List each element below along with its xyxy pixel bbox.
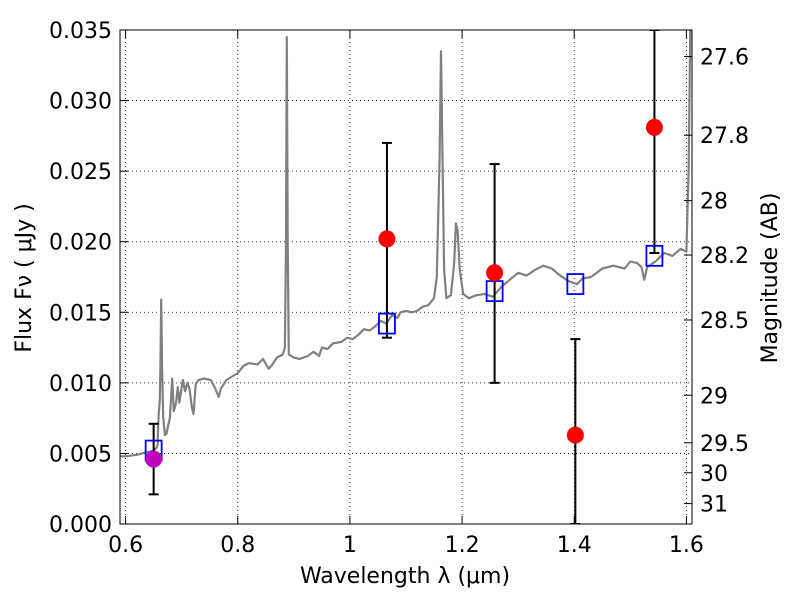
x-tick-label: 0.6 bbox=[108, 533, 143, 558]
y-tick-label: 0.035 bbox=[49, 19, 112, 44]
y-tick-label: 0.005 bbox=[49, 442, 112, 467]
right-tick-label: 28.2 bbox=[700, 244, 749, 269]
right-tick-label: 29.5 bbox=[700, 432, 749, 457]
y-tick-label: 0.000 bbox=[49, 513, 112, 538]
y-tick-label: 0.015 bbox=[49, 301, 112, 326]
right-tick-label: 28.5 bbox=[700, 309, 749, 334]
photometry-point bbox=[645, 118, 663, 136]
grid-lines bbox=[120, 29, 692, 525]
data-markers bbox=[144, 118, 664, 468]
photometry-point bbox=[145, 450, 163, 468]
photometry-point bbox=[378, 230, 396, 248]
y-axis-label: Flux Fν ( μJy ) bbox=[12, 203, 37, 352]
x-tick-label: 1.2 bbox=[445, 533, 480, 558]
y-tick-labels: 0.000 0.005 0.010 0.015 0.020 0.025 0.030 0.035 bbox=[49, 19, 112, 538]
spectrum-line bbox=[120, 30, 692, 458]
right-tick-label: 31 bbox=[700, 493, 728, 518]
plot-frame bbox=[119, 29, 693, 525]
model-square-marker bbox=[378, 312, 396, 335]
x-tick-label: 1 bbox=[343, 533, 357, 558]
right-tick-labels: 27.6 27.8 28 28.2 28.5 29 29.5 30 31 bbox=[700, 46, 749, 518]
right-tick-label: 28 bbox=[700, 190, 728, 215]
y-tick-label: 0.025 bbox=[49, 160, 112, 185]
x-tick-label: 0.8 bbox=[220, 533, 255, 558]
axis-ticks bbox=[120, 29, 692, 525]
y-tick-label: 0.030 bbox=[49, 90, 112, 115]
right-tick-label: 27.6 bbox=[700, 46, 749, 71]
x-tick-labels: 0.6 0.8 1 1.2 1.4 1.6 bbox=[108, 533, 704, 558]
y-tick-label: 0.020 bbox=[49, 231, 112, 256]
model-square-marker bbox=[645, 244, 664, 267]
right-axis-label: Magnitude (AB) bbox=[758, 193, 783, 364]
right-tick-label: 30 bbox=[700, 462, 728, 487]
x-axis-label: Wavelength λ (μm) bbox=[300, 564, 510, 589]
x-tick-label: 1.4 bbox=[557, 533, 592, 558]
spectrum-series bbox=[120, 30, 692, 458]
y-tick-label: 0.010 bbox=[49, 372, 112, 397]
right-tick-label: 27.8 bbox=[700, 124, 749, 149]
x-tick-label: 1.6 bbox=[669, 533, 704, 558]
model-square-marker bbox=[566, 273, 585, 295]
photometry-point bbox=[566, 426, 584, 444]
right-tick-label: 29 bbox=[700, 384, 728, 409]
photometry-point bbox=[486, 264, 504, 282]
